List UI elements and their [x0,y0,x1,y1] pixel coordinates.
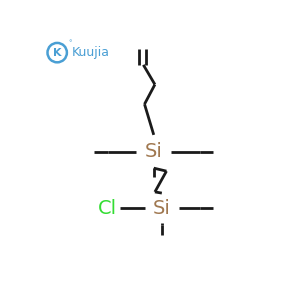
Text: K: K [53,48,62,58]
Text: Si: Si [145,142,163,161]
Text: Kuujia: Kuujia [72,46,110,59]
Text: °: ° [68,40,71,46]
Text: Cl: Cl [98,199,117,218]
Text: Si: Si [153,199,171,218]
